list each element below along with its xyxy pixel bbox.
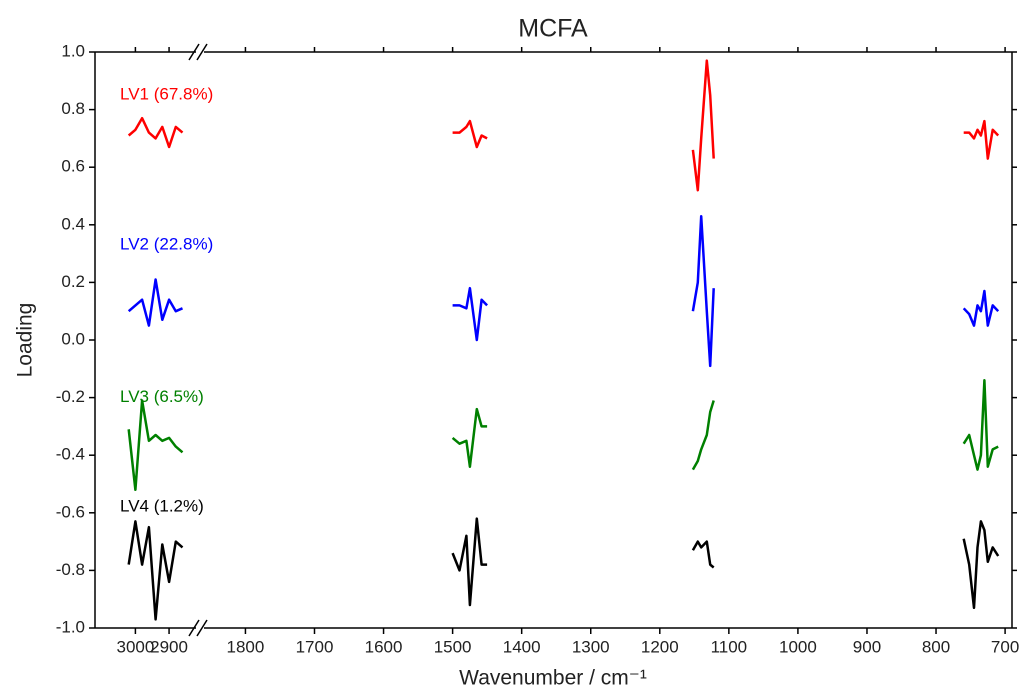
x-tick-label: 1300 bbox=[572, 637, 610, 656]
y-tick-label: -0.4 bbox=[56, 445, 85, 464]
x-tick-label: 1000 bbox=[779, 637, 817, 656]
x-tick-label: 2900 bbox=[150, 637, 188, 656]
x-tick-label: 1400 bbox=[503, 637, 541, 656]
axis-break bbox=[188, 619, 200, 637]
x-tick-label: 900 bbox=[853, 637, 881, 656]
x-tick-label: 1600 bbox=[365, 637, 403, 656]
series-line bbox=[127, 59, 1000, 192]
y-axis-label: Loading bbox=[14, 303, 37, 378]
series-label: LV1 (67.8%) bbox=[120, 85, 213, 104]
series-line bbox=[127, 214, 1000, 368]
y-tick-label: 0.4 bbox=[61, 214, 85, 233]
x-tick-label: 1200 bbox=[641, 637, 679, 656]
x-tick-label: 1700 bbox=[296, 637, 334, 656]
x-tick-label: 800 bbox=[922, 637, 950, 656]
y-tick-label: 0.8 bbox=[61, 99, 85, 118]
x-tick-label: 3000 bbox=[116, 637, 154, 656]
series-line bbox=[127, 517, 1000, 621]
y-tick-label: 0.6 bbox=[61, 157, 85, 176]
series-label: LV2 (22.8%) bbox=[120, 234, 213, 253]
x-tick-label: 700 bbox=[991, 637, 1019, 656]
x-tick-label: 1500 bbox=[434, 637, 472, 656]
axis-break bbox=[196, 619, 208, 637]
x-axis-label: Wavenumber / cm⁻¹ bbox=[459, 667, 647, 690]
series-label: LV4 (1.2%) bbox=[120, 497, 204, 516]
x-tick-label: 1800 bbox=[227, 637, 265, 656]
y-tick-label: 1.0 bbox=[61, 41, 85, 60]
y-tick-label: -0.6 bbox=[56, 502, 85, 521]
y-tick-label: 0.2 bbox=[61, 272, 85, 291]
y-tick-label: 0.0 bbox=[61, 329, 85, 348]
axis-break bbox=[188, 43, 200, 61]
y-tick-label: -1.0 bbox=[56, 617, 85, 636]
y-tick-label: -0.8 bbox=[56, 560, 85, 579]
x-tick-label: 1100 bbox=[711, 637, 748, 656]
chart-title: MCFA bbox=[518, 15, 588, 43]
axis-break bbox=[196, 43, 208, 61]
y-tick-label: -0.2 bbox=[56, 387, 85, 406]
series-label: LV3 (6.5%) bbox=[120, 387, 204, 406]
series-line bbox=[127, 379, 999, 492]
